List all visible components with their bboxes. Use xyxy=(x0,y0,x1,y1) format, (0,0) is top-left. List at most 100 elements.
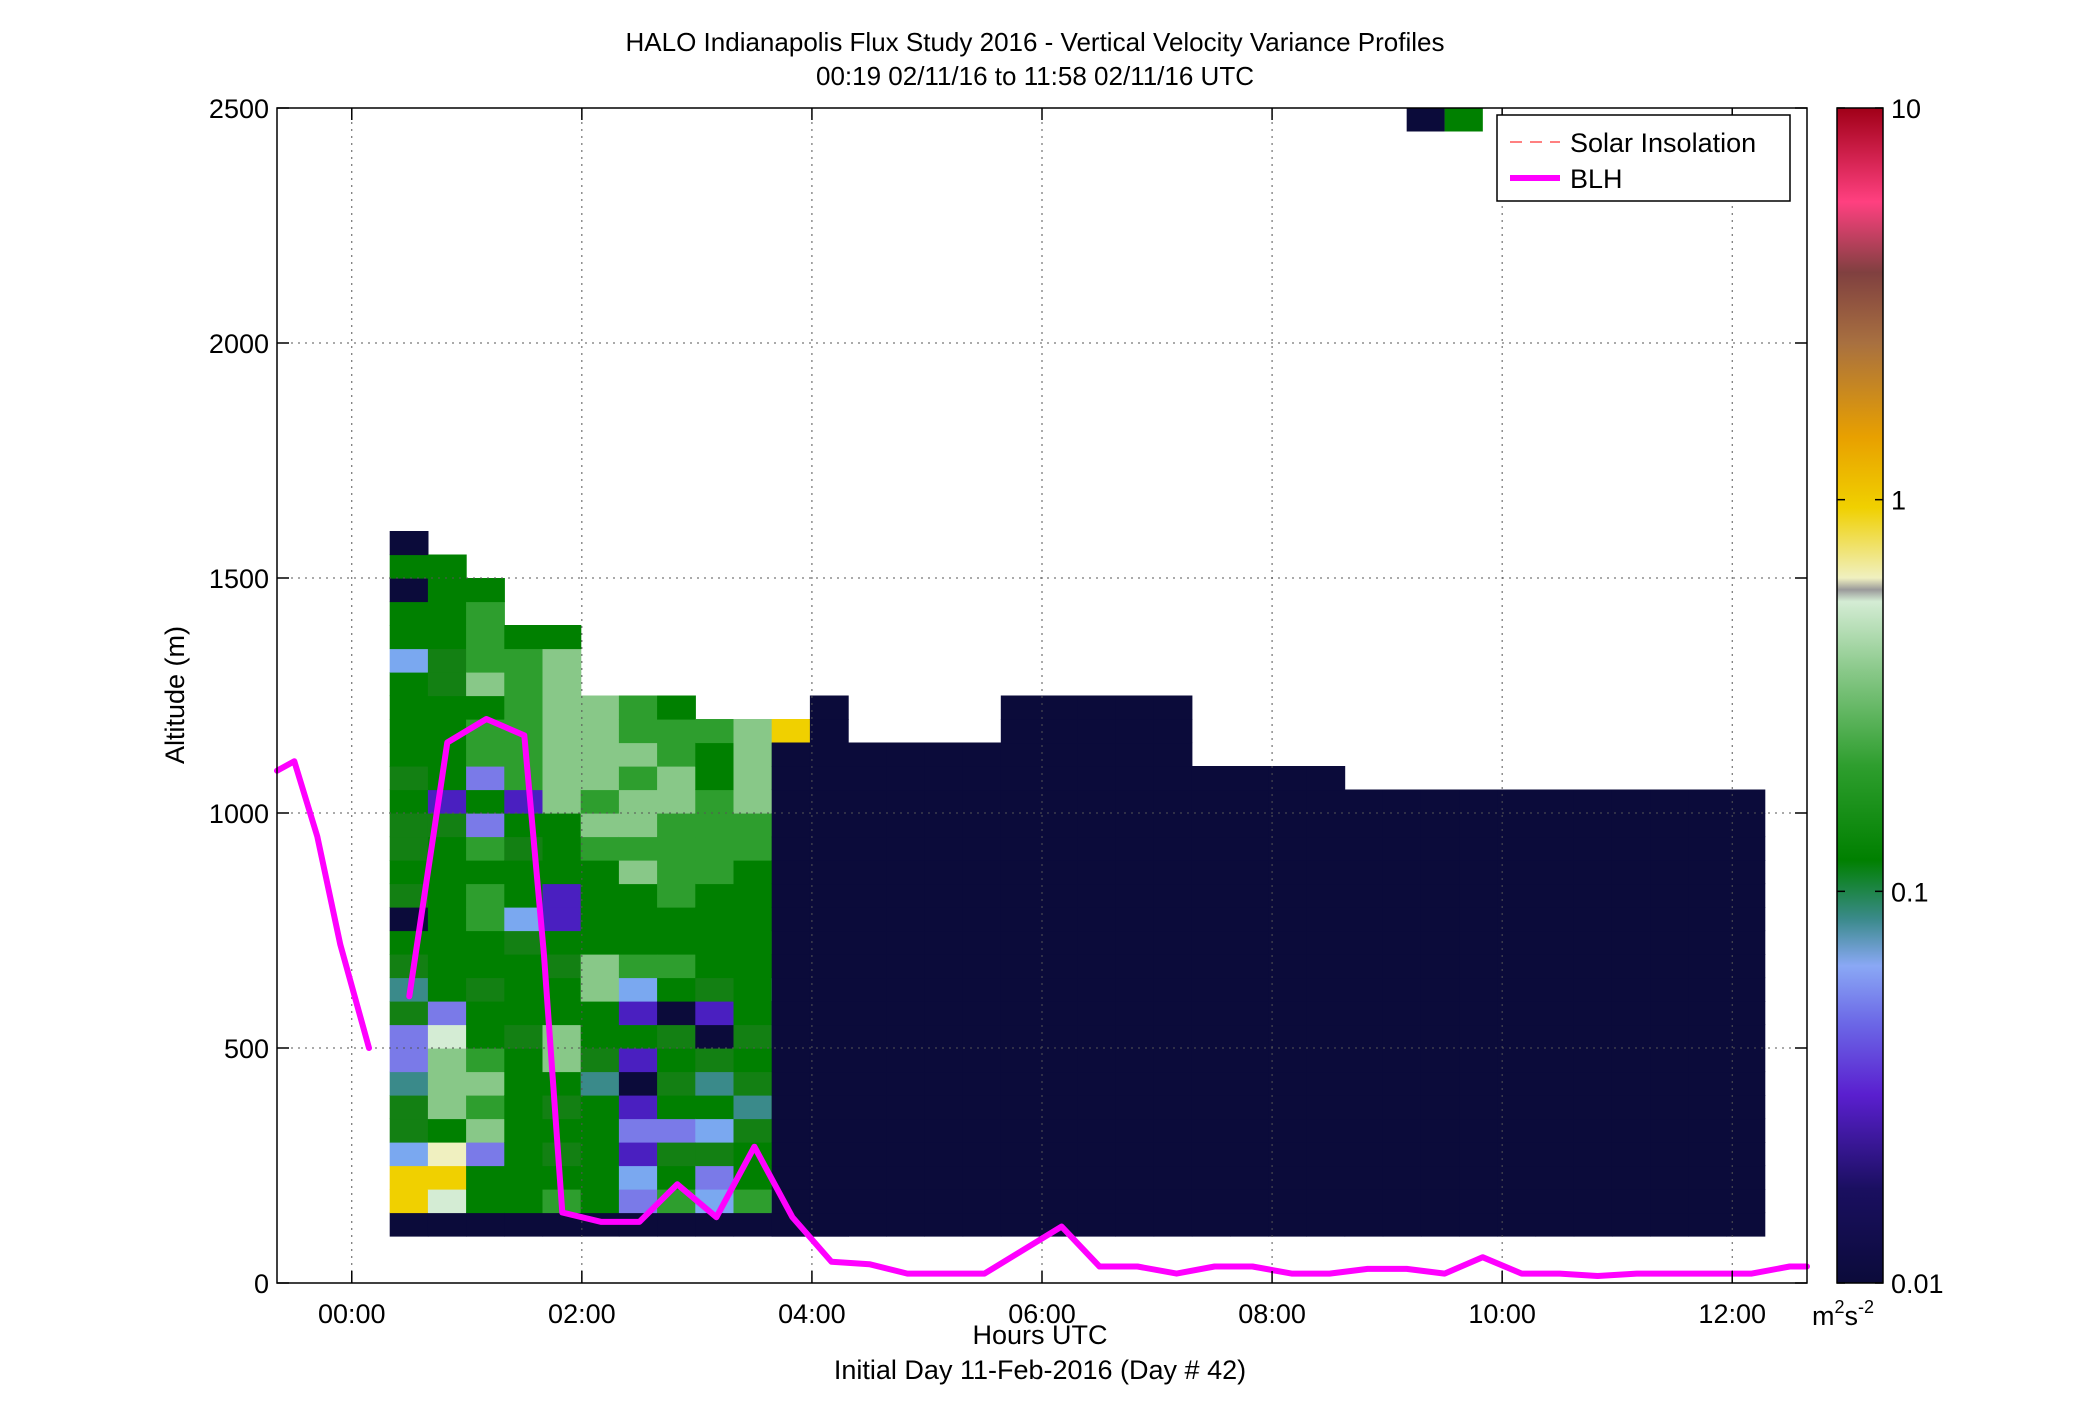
heatmap-cell xyxy=(886,813,925,838)
heatmap-cell xyxy=(1611,1048,1651,1073)
heatmap-cell xyxy=(1191,1071,1231,1096)
heatmap-cell xyxy=(1459,907,1498,932)
heatmap-cell xyxy=(1153,836,1193,861)
heatmap-cell xyxy=(1726,789,1766,814)
heatmap-cell xyxy=(1726,930,1766,955)
heatmap-cell xyxy=(1115,766,1155,791)
heatmap-cell xyxy=(1039,954,1078,979)
heatmap-cell xyxy=(1382,1118,1422,1143)
heatmap-cell xyxy=(1497,930,1537,955)
heatmap-cell xyxy=(962,1071,1002,1096)
heatmap-cell xyxy=(1000,883,1040,908)
heatmap-cell xyxy=(504,1024,544,1049)
heatmap-cell xyxy=(427,1071,467,1096)
heatmap-cell xyxy=(1077,1189,1116,1214)
heatmap-cell xyxy=(1230,1071,1269,1096)
heatmap-cell xyxy=(1306,930,1346,955)
heatmap-cell xyxy=(1497,789,1537,814)
heatmap-cell xyxy=(1230,813,1269,838)
heatmap-cell xyxy=(1153,1118,1193,1143)
heatmap-cell xyxy=(962,930,1002,955)
heatmap-cell xyxy=(1382,836,1422,861)
heatmap-cell xyxy=(389,1095,429,1120)
heatmap-cell xyxy=(733,1048,773,1073)
heatmap-cell xyxy=(1306,1118,1346,1143)
heatmap-cell xyxy=(1420,1142,1460,1167)
heatmap-cell xyxy=(389,648,429,673)
heatmap-cell xyxy=(1039,1024,1078,1049)
heatmap-cell xyxy=(618,1024,658,1049)
heatmap-cell xyxy=(962,1165,1002,1190)
heatmap-cell xyxy=(1077,860,1116,885)
x-tick-label: 12:00 xyxy=(1698,1299,1766,1329)
heatmap-cell xyxy=(695,1024,735,1049)
heatmap-cell xyxy=(1000,1189,1040,1214)
heatmap-cell xyxy=(1000,1118,1040,1143)
heatmap-cell xyxy=(1191,883,1231,908)
blh-segment xyxy=(406,716,1810,1279)
heatmap-cell xyxy=(695,719,735,744)
heatmap-cell xyxy=(809,1001,849,1026)
heatmap-cell xyxy=(886,1142,925,1167)
heatmap-cell xyxy=(1077,1048,1116,1073)
heatmap-cell xyxy=(1611,836,1651,861)
heatmap-cell xyxy=(1191,907,1231,932)
heatmap-cell xyxy=(1115,1212,1155,1237)
heatmap-cell xyxy=(771,930,811,955)
heatmap-cell xyxy=(1000,1071,1040,1096)
heatmap-cell xyxy=(733,954,773,979)
heatmap-cell xyxy=(924,954,964,979)
heatmap-cell xyxy=(618,836,658,861)
heatmap-cell xyxy=(848,836,887,861)
heatmap-cell xyxy=(466,860,505,885)
heatmap-cell xyxy=(466,977,505,1002)
heatmap-cell xyxy=(580,860,620,885)
heatmap-cell xyxy=(695,789,735,814)
heatmap-cell xyxy=(427,648,467,673)
heatmap-cell xyxy=(1115,930,1155,955)
heatmap-cell xyxy=(504,1001,544,1026)
heatmap-cell xyxy=(1115,883,1155,908)
heatmap-cell xyxy=(924,1071,964,1096)
heatmap-cell xyxy=(1459,813,1498,838)
heatmap-cell xyxy=(657,1212,696,1237)
heatmap-cell xyxy=(809,1071,849,1096)
heatmap-cell xyxy=(1153,813,1193,838)
heatmap-cell xyxy=(580,1095,620,1120)
heatmap-cell xyxy=(580,742,620,767)
heatmap-cell xyxy=(1688,930,1728,955)
heatmap-cell xyxy=(1268,954,1307,979)
heatmap-cell xyxy=(1497,1095,1537,1120)
heatmap-cell xyxy=(1459,1071,1498,1096)
heatmap-cell xyxy=(886,1048,925,1073)
heatmap-cell xyxy=(1115,719,1155,744)
colorbar-tick-label: 10 xyxy=(1891,94,1921,124)
heatmap-cell xyxy=(1153,954,1193,979)
heatmap-cell xyxy=(1153,1142,1193,1167)
heatmap-cell xyxy=(848,883,887,908)
heatmap-cell xyxy=(1230,954,1269,979)
heatmap-cell xyxy=(1688,1212,1728,1237)
heatmap-cell xyxy=(427,1165,467,1190)
heatmap-cell xyxy=(427,789,467,814)
heatmap-cell xyxy=(962,954,1002,979)
heatmap-cell xyxy=(389,1142,429,1167)
heatmap-cell xyxy=(1497,1189,1537,1214)
heatmap-cell xyxy=(427,907,467,932)
heatmap-cell xyxy=(1382,1048,1422,1073)
heatmap-cell xyxy=(1039,766,1078,791)
heatmap-cell xyxy=(1382,1071,1422,1096)
heatmap-cell xyxy=(886,1165,925,1190)
heatmap-cell xyxy=(1382,1142,1422,1167)
heatmap-cell xyxy=(466,625,505,650)
heatmap-cell xyxy=(1382,883,1422,908)
heatmap-cell xyxy=(1459,977,1498,1002)
heatmap-cell xyxy=(733,766,773,791)
heatmap-cell xyxy=(771,954,811,979)
heatmap-cell xyxy=(1535,907,1575,932)
heatmap-cell xyxy=(1611,1001,1651,1026)
heatmap-cell xyxy=(1535,860,1575,885)
heatmap-cell xyxy=(1115,1024,1155,1049)
heatmap-cell xyxy=(1306,1001,1346,1026)
heatmap-cell xyxy=(1535,1071,1575,1096)
